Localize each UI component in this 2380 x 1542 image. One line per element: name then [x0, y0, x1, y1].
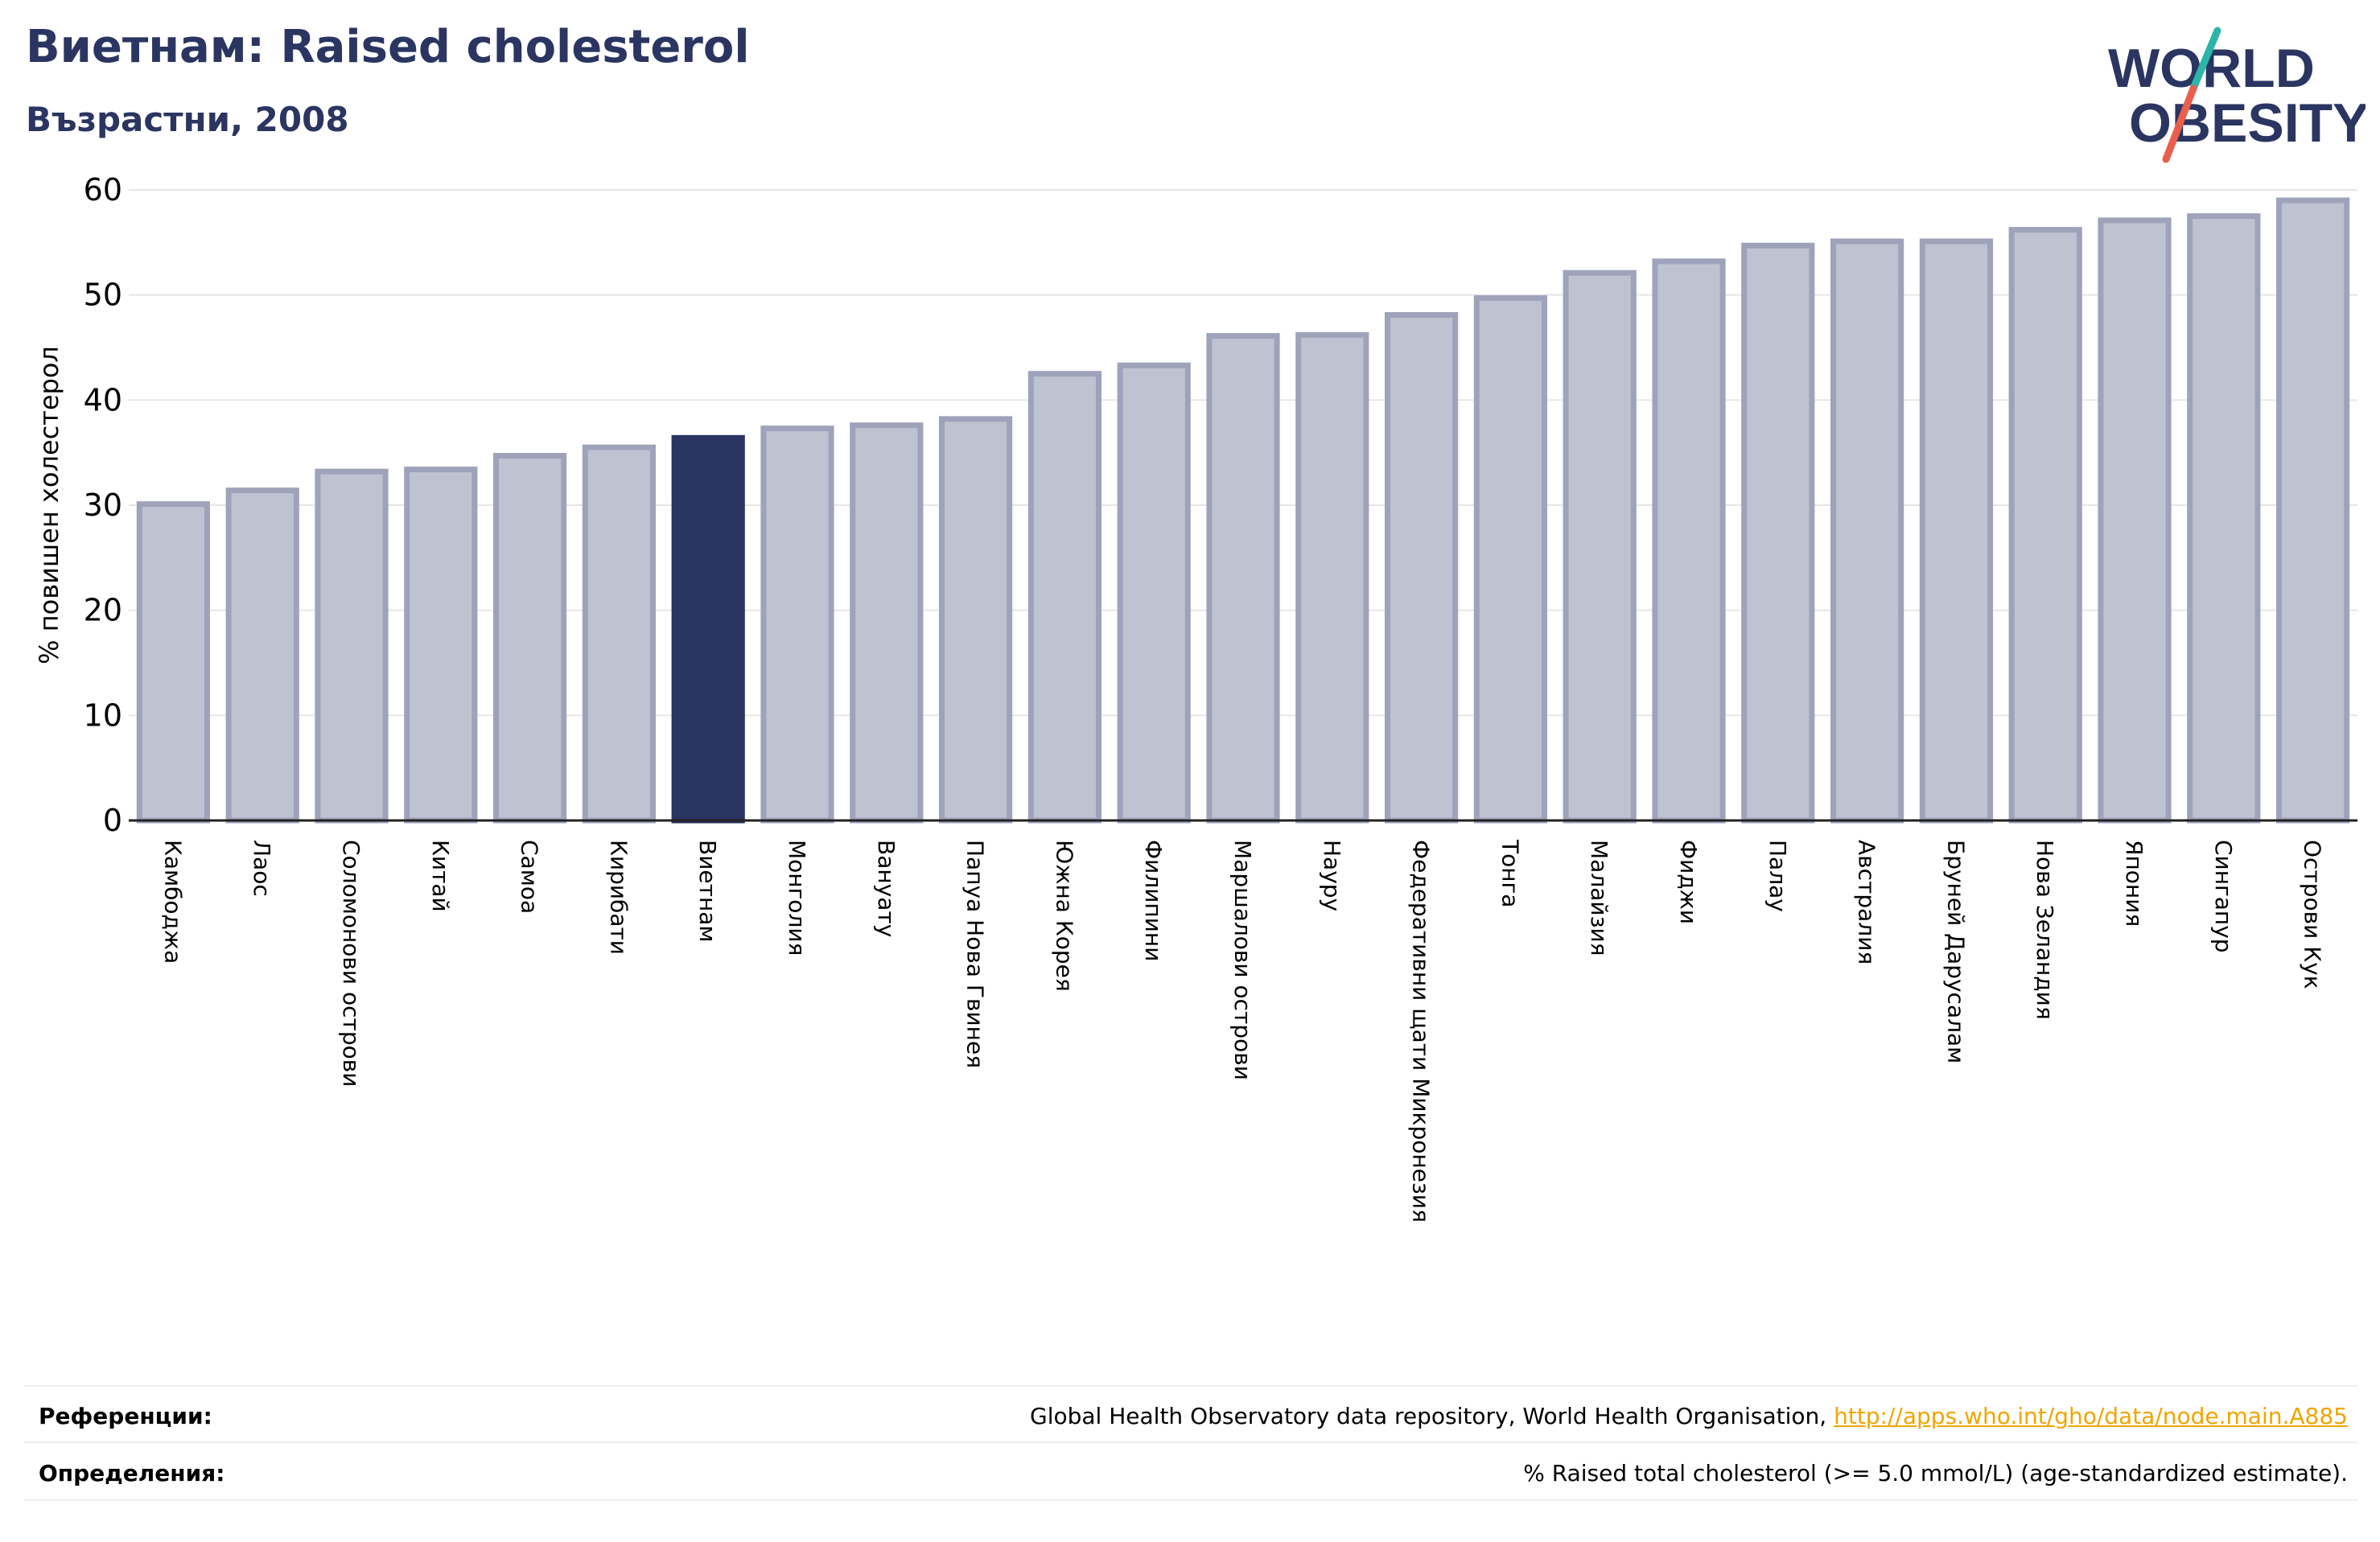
y-tick-label: 0: [103, 803, 122, 838]
x-tick-label: Китай: [427, 840, 454, 912]
footer-divider-middle: [24, 1441, 2357, 1443]
y-tick-label: 20: [84, 593, 122, 628]
bar: [850, 422, 924, 824]
x-tick-label: Лаос: [249, 840, 275, 897]
bar: [136, 501, 211, 824]
bar: [1384, 311, 1459, 824]
x-tick-label: Сингапур: [2210, 840, 2237, 953]
page-subtitle: Възрастни, 2008: [26, 100, 349, 139]
x-tick-label: Кирибати: [605, 840, 632, 955]
x-tick-label: Монголия: [784, 840, 810, 956]
y-tick-label: 50: [84, 278, 122, 313]
x-tick-label: Маршалови острови: [1229, 840, 1256, 1080]
x-tick-label: Палау: [1764, 840, 1791, 912]
references-link[interactable]: http://apps.who.int/gho/data/node.main.A…: [1834, 1403, 2348, 1429]
x-tick-label: Самоа: [517, 840, 543, 914]
bar: [315, 468, 389, 824]
bar: [760, 426, 834, 824]
x-tick-label: Вануату: [873, 840, 900, 937]
bar: [1652, 258, 1726, 824]
bar: [1919, 238, 1994, 824]
x-tick-label: Виетнам: [694, 840, 721, 943]
bar: [2098, 217, 2172, 824]
x-tick-label: Камбоджа: [159, 840, 186, 964]
y-tick-label: 30: [84, 487, 122, 523]
bar: [492, 453, 567, 824]
x-tick-label: Острови Кук: [2300, 840, 2326, 989]
x-tick-label: Папуа Нова Гвинея: [962, 840, 989, 1068]
bar: [404, 467, 478, 824]
footer-divider-bottom: [24, 1499, 2357, 1501]
references-value: Global Health Observatory data repositor…: [1030, 1403, 2348, 1429]
x-tick-label: Нова Зеландия: [2032, 840, 2058, 1020]
references-text: Global Health Observatory data repositor…: [1030, 1403, 1834, 1429]
bar: [2275, 197, 2350, 824]
x-tick-label: Соломонови острови: [338, 840, 364, 1087]
bar: [1206, 333, 1280, 824]
footer-divider-top: [24, 1385, 2357, 1387]
x-tick-label: Науру: [1319, 840, 1345, 911]
logo-slash-bottom: [2162, 84, 2197, 163]
world-obesity-logo: WORLD OBESITY: [2108, 27, 2366, 163]
y-axis-label: % повишен холестерол: [34, 346, 64, 664]
bar: [1830, 238, 1904, 824]
definitions-label: Определения:: [39, 1460, 225, 1486]
x-tick-label: Филипини: [1140, 840, 1167, 961]
x-tick-label: Фиджи: [1675, 840, 1702, 924]
x-tick-label: Япония: [2121, 840, 2147, 927]
y-tick-label: 60: [84, 172, 122, 208]
x-tick-label: Южна Корея: [1051, 840, 1077, 992]
bar: [582, 444, 657, 824]
bar: [1741, 242, 1815, 824]
bar: [1117, 362, 1191, 824]
page-title: Виетнам: Raised cholesterol: [26, 21, 750, 73]
logo-slash-top: [2189, 27, 2221, 93]
x-tick-label: Австралия: [1854, 840, 1880, 964]
bar: [1295, 331, 1369, 824]
bar: [2187, 213, 2261, 824]
x-tick-label: Тонга: [1497, 839, 1523, 907]
bar: [1027, 371, 1102, 824]
x-tick-label: Бруней Дарусалам: [1942, 840, 1969, 1063]
bar-highlighted: [671, 434, 745, 824]
bar: [1473, 295, 1548, 824]
bar: [2008, 227, 2082, 824]
references-label: Референции:: [39, 1403, 212, 1429]
y-tick-label: 10: [84, 697, 122, 733]
x-tick-label: Федеративни щати Микронезия: [1408, 840, 1435, 1223]
bar-chart: 0 10 20 30 40 50 60 % повишен холестерол Камбодж…: [34, 172, 2357, 1223]
bar: [1563, 269, 1637, 824]
x-tick-label: Малайзия: [1586, 840, 1612, 956]
bar: [938, 416, 1013, 824]
definitions-value: % Raised total cholesterol (>= 5.0 mmol/…: [1523, 1460, 2348, 1486]
y-tick-label: 40: [84, 382, 122, 417]
bar: [225, 487, 299, 824]
